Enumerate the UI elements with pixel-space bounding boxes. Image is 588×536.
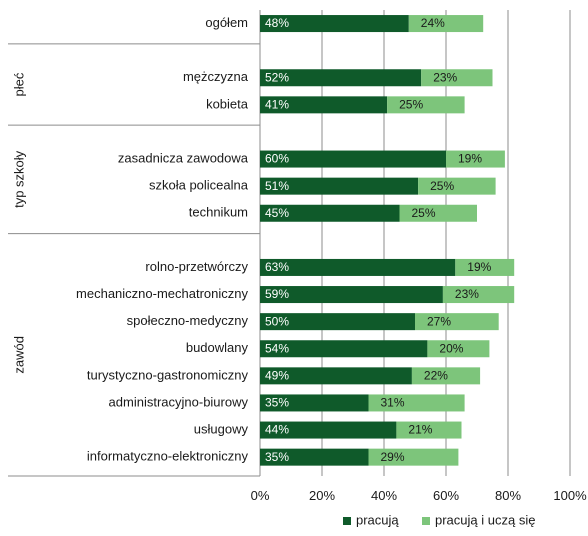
category-label: szkoła policealna — [149, 178, 249, 193]
data-label-pracuja-i-ucza-sie: 21% — [408, 423, 432, 437]
category-label: usługowy — [194, 421, 249, 436]
category-label: mężczyzna — [183, 69, 249, 84]
bar-pracuja-i-ucza-sie — [399, 204, 477, 222]
data-label-pracuja-i-ucza-sie: 19% — [458, 152, 482, 166]
data-label-pracuja: 41% — [265, 98, 289, 112]
data-label-pracuja-i-ucza-sie: 22% — [424, 369, 448, 383]
bar-pracuja — [260, 177, 419, 195]
category-label: mechaniczno-mechatroniczny — [76, 286, 248, 301]
category-label: ogółem — [205, 15, 248, 30]
legend: pracują pracują i uczą się — [343, 512, 535, 527]
data-label-pracuja-i-ucza-sie: 31% — [381, 396, 405, 410]
bar-pracuja-i-ucza-sie — [421, 69, 493, 87]
x-tick-label: 100% — [553, 488, 587, 503]
bar-pracuja — [260, 96, 388, 114]
bar-pracuja — [260, 69, 422, 87]
category-label: turystyczno-gastronomiczny — [87, 367, 249, 382]
group-separators — [8, 43, 260, 477]
data-label-pracuja-i-ucza-sie: 25% — [430, 179, 454, 193]
category-label: kobieta — [206, 96, 249, 111]
x-tick-label: 80% — [495, 488, 521, 503]
category-labels: ogółem mężczyzna kobieta zasadnicza zawodow… — [76, 15, 249, 464]
bar-pracuja — [260, 394, 369, 412]
bar-pracuja-i-ucza-sie — [455, 258, 515, 276]
x-tick-label: 40% — [371, 488, 397, 503]
group-label-1: płeć — [11, 72, 26, 96]
group-labels: płeć typ szkoły zawód — [11, 72, 26, 373]
data-label-pracuja: 54% — [265, 341, 289, 355]
data-label-pracuja: 35% — [265, 396, 289, 410]
bar-pracuja-i-ucza-sie — [387, 96, 465, 114]
data-label-pracuja: 45% — [265, 206, 289, 220]
bar-pracuja — [260, 448, 369, 466]
category-label: rolno-przetwórczy — [145, 259, 248, 274]
legend-label-pracuja-i-ucza-sie: pracują i uczą się — [435, 512, 535, 527]
bar-pracuja-i-ucza-sie — [411, 367, 481, 385]
bar-pracuja — [260, 421, 397, 439]
bar-pracuja — [260, 258, 456, 276]
legend-swatch-pracuja — [343, 517, 351, 525]
category-label: zasadnicza zawodowa — [118, 150, 249, 165]
data-label-pracuja-i-ucza-sie: 27% — [427, 314, 451, 328]
x-axis-ticks: 0% 20% 40% 60% 80% 100% — [251, 488, 587, 503]
data-label-pracuja: 51% — [265, 179, 289, 193]
bar-pracuja-i-ucza-sie — [446, 150, 505, 168]
data-label-pracuja-i-ucza-sie: 25% — [399, 98, 423, 112]
bar-pracuja — [260, 204, 400, 222]
data-label-pracuja: 59% — [265, 287, 289, 301]
bar-pracuja-i-ucza-sie — [396, 421, 462, 439]
bar-pracuja-i-ucza-sie — [368, 448, 459, 466]
data-label-pracuja-i-ucza-sie: 29% — [381, 450, 405, 464]
data-label-pracuja: 49% — [265, 369, 289, 383]
data-label-pracuja: 63% — [265, 260, 289, 274]
data-label-pracuja-i-ucza-sie: 25% — [412, 206, 436, 220]
legend-swatch-pracuja-i-ucza-sie — [422, 517, 430, 525]
bar-pracuja — [260, 150, 446, 168]
bar-pracuja-i-ucza-sie — [418, 177, 496, 195]
bar-pracuja — [260, 286, 443, 304]
data-label-pracuja-i-ucza-sie: 19% — [467, 260, 491, 274]
data-label-pracuja: 35% — [265, 450, 289, 464]
legend-label-pracuja: pracują — [356, 512, 399, 527]
bar-pracuja-i-ucza-sie — [408, 15, 484, 33]
data-label-pracuja-i-ucza-sie: 23% — [433, 70, 457, 84]
group-label-3: zawód — [11, 336, 26, 374]
bar-pracuja — [260, 340, 428, 358]
data-label-pracuja: 48% — [265, 16, 289, 30]
category-label: budowlany — [186, 340, 249, 355]
category-label: administracyjno-biurowy — [109, 394, 249, 409]
bar-pracuja — [260, 367, 412, 385]
category-label: technikum — [189, 205, 248, 220]
x-tick-label: 60% — [433, 488, 459, 503]
bar-pracuja-i-ucza-sie — [442, 286, 515, 304]
bar-pracuja-i-ucza-sie — [415, 313, 499, 331]
bar-pracuja — [260, 313, 415, 331]
data-label-pracuja: 44% — [265, 423, 289, 437]
bar-pracuja-i-ucza-sie — [368, 394, 465, 412]
x-tick-label: 0% — [251, 488, 270, 503]
bar-pracuja — [260, 15, 409, 33]
bar-pracuja-i-ucza-sie — [427, 340, 490, 358]
data-label-pracuja: 50% — [265, 314, 289, 328]
data-label-pracuja-i-ucza-sie: 23% — [455, 287, 479, 301]
category-label: informatyczno-elektroniczny — [87, 449, 249, 464]
data-label-pracuja-i-ucza-sie: 24% — [421, 16, 445, 30]
group-label-2: typ szkoły — [11, 150, 26, 208]
x-tick-label: 20% — [309, 488, 335, 503]
data-label-pracuja-i-ucza-sie: 20% — [439, 341, 463, 355]
bars: 48% 24% 52% 23% 41% 25% 60% 19% 51% 25% 45% 25% 63% 1… — [260, 15, 515, 466]
data-label-pracuja: 52% — [265, 70, 289, 84]
data-label-pracuja: 60% — [265, 152, 289, 166]
category-label: społeczno-medyczny — [127, 313, 249, 328]
